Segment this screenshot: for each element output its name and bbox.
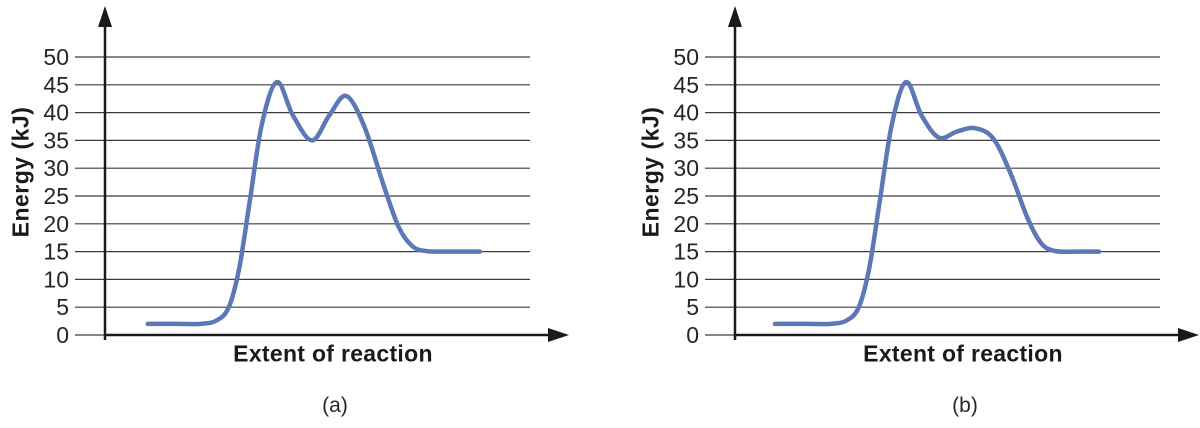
y-axis-title: Energy (kJ)	[637, 106, 664, 238]
y-tick-label: 50	[673, 44, 699, 70]
x-axis-arrow-icon	[1178, 328, 1199, 342]
y-tick-label: 50	[43, 44, 69, 70]
y-tick-label: 35	[673, 127, 699, 153]
y-tick-label: 20	[43, 211, 69, 237]
subfigure-caption-a: (a)	[322, 394, 348, 417]
x-axis-arrow-icon	[548, 328, 569, 342]
y-tick-label: 30	[43, 155, 69, 181]
energy-curve	[772, 79, 1102, 327]
y-tick-label: 25	[673, 183, 699, 209]
y-tick-label: 15	[43, 239, 69, 265]
y-tick-label: 35	[43, 127, 69, 153]
y-tick-label: 30	[673, 155, 699, 181]
y-axis-arrow-icon	[728, 6, 742, 27]
y-axis-title: Energy (kJ)	[7, 106, 34, 238]
y-tick-label: 45	[43, 72, 69, 98]
y-tick-label: 40	[43, 100, 69, 126]
energy-curve	[145, 79, 483, 327]
y-tick-label: 5	[56, 294, 69, 320]
y-tick-label: 15	[673, 239, 699, 265]
x-axis-title: Extent of reaction	[863, 340, 1063, 367]
y-tick-label: 40	[673, 100, 699, 126]
y-axis-arrow-icon	[98, 6, 112, 27]
x-axis-title: Extent of reaction	[233, 340, 433, 367]
y-tick-label: 10	[43, 266, 69, 292]
y-tick-label: 5	[686, 294, 699, 320]
panel-a: 0 5 10 15 20 25 30 35 40 45 50 Energy (kJ) Extent …	[7, 6, 569, 417]
y-tick-label: 0	[686, 322, 699, 348]
subfigure-caption-b: (b)	[952, 394, 978, 417]
panel-b: 0 5 10 15 20 25 30 35 40 45 50 Energy (kJ) Extent …	[600, 0, 1200, 428]
y-tick-label: 10	[673, 266, 699, 292]
y-tick-label: 0	[56, 322, 69, 348]
y-tick-label: 20	[673, 211, 699, 237]
y-tick-label: 45	[673, 72, 699, 98]
y-tick-label: 25	[43, 183, 69, 209]
